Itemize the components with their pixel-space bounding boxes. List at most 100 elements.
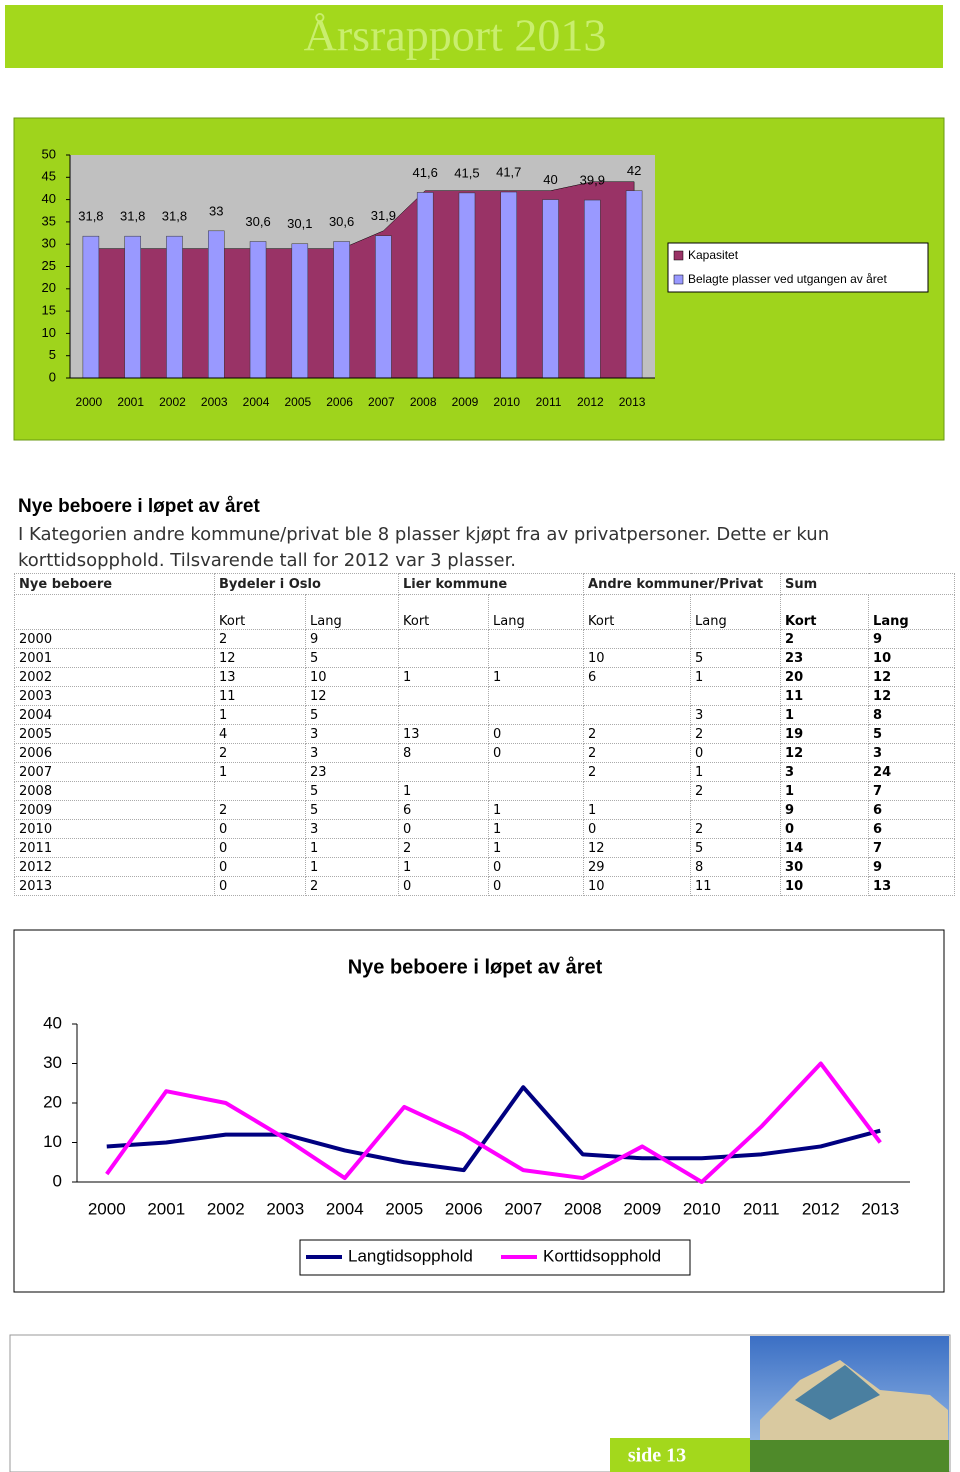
x-tick-label: 2011 [536, 395, 562, 409]
table-cell [583, 686, 692, 706]
table-cell: 9 [305, 629, 399, 649]
legend-label: Kapasitet [688, 248, 739, 262]
y-tick-label: 25 [42, 258, 56, 273]
table-cell: 1 [690, 667, 782, 687]
section-heading: Nye beboere i løpet av året [18, 496, 260, 517]
line [105, 1061, 882, 1184]
page-number-band [610, 1438, 750, 1472]
table-cell: Lang [868, 594, 956, 630]
value-label: 33 [209, 203, 223, 218]
x-tick-label: 2006 [326, 395, 353, 409]
value-label: 30,6 [329, 214, 354, 229]
x-tick-label: 2009 [623, 1199, 661, 1218]
table-cell: 0 [398, 876, 489, 896]
table-cell: 1 [690, 762, 782, 782]
table-cell: 2008 [14, 781, 215, 801]
table-cell: 3 [690, 705, 782, 725]
table-cell: 2004 [14, 705, 215, 725]
table-cell: 23 [780, 648, 870, 668]
x-tick-label: 2002 [207, 1199, 245, 1218]
table-cell: 12 [868, 667, 956, 687]
x-tick-label: 2000 [76, 395, 103, 409]
table-cell [583, 705, 692, 725]
x-tick-label: 2000 [88, 1199, 126, 1218]
table-cell: Lang [487, 594, 585, 630]
bar [500, 191, 517, 379]
table-cell: 0 [487, 743, 585, 763]
x-tick-label: 2010 [493, 395, 520, 409]
y-tick-label: 30 [43, 1053, 62, 1072]
table-cell: 10 [583, 876, 692, 896]
table-cell: 1 [780, 705, 870, 725]
table-cell: 2 [583, 724, 692, 744]
table-cell: 12 [583, 838, 692, 858]
table-cell: 1 [398, 667, 489, 687]
x-tick-label: 2004 [326, 1199, 364, 1218]
value-label: 41,7 [496, 164, 521, 179]
table-cell: 8 [868, 705, 956, 725]
table-cell: 11 [690, 876, 782, 896]
table-cell: 5 [305, 800, 399, 820]
x-tick-label: 2001 [117, 395, 144, 409]
table-cell [690, 686, 782, 706]
table-cell: 29 [583, 857, 692, 877]
table-cell: 6 [868, 800, 956, 820]
bar [584, 199, 601, 379]
legend-label: Korttidsopphold [543, 1246, 661, 1265]
y-tick-label: 20 [43, 1092, 62, 1111]
table-cell: 5 [305, 781, 399, 801]
bar [625, 190, 643, 379]
table-cell: 2 [583, 743, 692, 763]
table-cell [398, 648, 489, 668]
y-tick-label: 35 [42, 213, 56, 228]
x-tick-label: 2010 [683, 1199, 721, 1218]
table-cell: Lier kommune [397, 573, 585, 595]
line [106, 1085, 881, 1173]
table-cell: 10 [780, 876, 870, 896]
table-cell: 2 [780, 629, 870, 649]
table-cell [214, 781, 306, 801]
x-tick-label: 2006 [445, 1199, 483, 1218]
table-row: Kort Lang Kort Lang Kort Lang Kort Lang [14, 594, 956, 630]
legend-box [299, 1239, 691, 1276]
table-row: 2008 5 1 2 1 7 [14, 781, 956, 801]
table-cell: 14 [780, 838, 870, 858]
table-cell: 5 [305, 705, 399, 725]
y-tick-label: 5 [49, 347, 56, 362]
table-cell: Kort [780, 594, 870, 630]
area [90, 181, 635, 379]
table-cell: 2003 [14, 686, 215, 706]
value-label: 41,5 [454, 165, 479, 180]
table-cell: Lang [305, 594, 399, 630]
table-row: 2000 2 9 2 9 [14, 629, 956, 649]
table-cell: 0 [398, 819, 489, 839]
table-row: 2003 11 12 11 12 [14, 686, 956, 706]
value-label: 40 [543, 172, 557, 187]
table-cell: 2007 [14, 762, 215, 782]
table-row: Nye beboere Bydeler i Oslo Lier kommune And… [14, 573, 956, 595]
table-cell: 5 [690, 838, 782, 858]
table-cell: 7 [868, 838, 956, 858]
y-tick-label: 10 [42, 325, 56, 340]
table-cell: 1 [305, 838, 399, 858]
table-cell: 2012 [14, 857, 215, 877]
bar [124, 235, 141, 379]
table-cell: 1 [487, 800, 585, 820]
legend-label: Belagte plasser ved utgangen av året [688, 272, 887, 286]
bar [458, 192, 476, 379]
x-tick-label: 2003 [266, 1199, 304, 1218]
table-cell [398, 686, 489, 706]
x-tick-label: 2005 [284, 395, 311, 409]
value-label: 31,9 [371, 208, 396, 223]
table-cell: 11 [780, 686, 870, 706]
legend-box [667, 242, 929, 293]
residents-chart: Nye beboere i løpet av året 0 10 20 30 40 2000… [13, 929, 945, 1293]
x-tick-label: 2013 [619, 395, 646, 409]
table-cell: 12 [214, 648, 306, 668]
table-cell: 2013 [14, 876, 215, 896]
table-cell: 2005 [14, 724, 215, 744]
table-cell: 24 [868, 762, 956, 782]
table-cell: 1 [487, 819, 585, 839]
table-cell: 2010 [14, 819, 215, 839]
